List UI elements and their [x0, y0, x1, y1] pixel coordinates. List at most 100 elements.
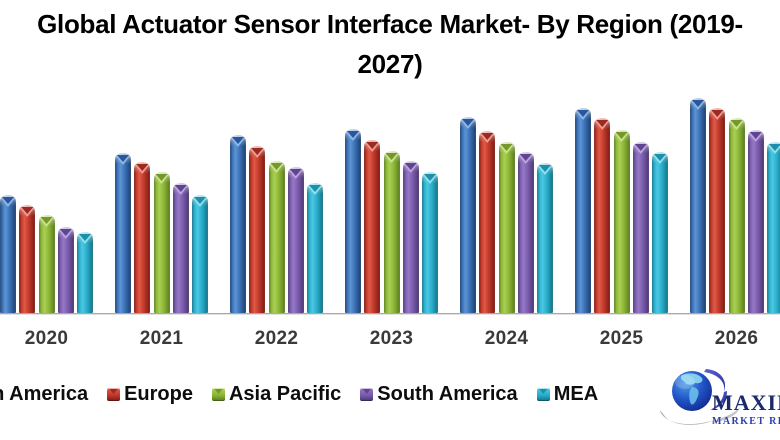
bar-cap-notch-icon: [40, 217, 53, 224]
globe-highlight: [675, 375, 695, 389]
bar-cap-notch-icon: [155, 174, 168, 181]
bar-south-america-2026: [747, 130, 764, 313]
bar-cap-notch-icon: [232, 137, 244, 144]
legend-marker-notch-icon: [539, 389, 548, 394]
logo-swoosh-blue2: [710, 391, 727, 410]
logo-text-market-research: MARKET RESEARCH: [712, 416, 780, 427]
bar-europe-2023: [364, 140, 381, 313]
bar-cap-notch-icon: [577, 110, 589, 117]
bar-cap-notch-icon: [79, 234, 91, 241]
bar-cap-notch-icon: [309, 185, 321, 192]
bar-cap-notch-icon: [404, 163, 417, 170]
bar-group-2026: [690, 98, 780, 313]
bar-cap-notch-icon: [500, 144, 513, 151]
x-axis-label-2024: 2024: [484, 328, 529, 349]
bar-cap-notch-icon: [270, 163, 283, 170]
bar-cap-notch-icon: [634, 144, 647, 151]
legend-label-mea: MEA: [553, 383, 599, 405]
x-axis-label-2020: 2020: [24, 328, 69, 349]
bar-group-2020: [0, 195, 93, 313]
x-axis-label-2023: 2023: [369, 328, 414, 349]
bar-cap-notch-icon: [519, 154, 532, 161]
bar-cap-notch-icon: [711, 110, 724, 117]
bar-europe-2021: [134, 162, 151, 313]
logo-text-maximize: MAXIMIZE: [712, 390, 780, 415]
bar-cap-notch-icon: [2, 197, 14, 204]
legend-label-north-america: North America: [0, 383, 89, 405]
bar-cap-notch-icon: [21, 207, 34, 214]
bar-cap-notch-icon: [251, 148, 264, 155]
bar-cap-notch-icon: [462, 119, 474, 126]
maximize-logo: MAXIMIZE MARKET RESEARCH: [660, 369, 780, 427]
bar-mea-2022: [307, 183, 323, 313]
legend-item-asia-pacific: Asia Pacific: [211, 383, 342, 406]
bar-europe-2026: [709, 108, 726, 313]
bar-cap-notch-icon: [59, 229, 72, 236]
bar-cap-notch-icon: [136, 164, 149, 171]
bar-cap-notch-icon: [749, 132, 762, 139]
bar-mea-2026: [767, 142, 780, 313]
bar-north-america-2025: [575, 108, 591, 313]
bar-asia-pacific-2024: [498, 142, 515, 313]
bar-europe-2020: [19, 205, 36, 313]
legend-label-south-america: South America: [377, 383, 518, 405]
chart-title: Global Actuator Sensor Interface Market-…: [37, 4, 743, 84]
bar-cap-notch-icon: [596, 120, 609, 127]
bar-cap-notch-icon: [289, 169, 302, 176]
bar-north-america-2021: [115, 153, 131, 313]
bar-asia-pacific-2026: [728, 118, 745, 313]
legend-marker-mea-icon: [536, 388, 550, 401]
bar-group-2024: [460, 117, 553, 313]
bar-group-2022: [230, 135, 323, 313]
legend-marker-notch-icon: [109, 389, 118, 394]
bar-group-2021: [115, 153, 208, 313]
logo-swoosh-blue: [704, 369, 726, 392]
bar-mea-2021: [192, 195, 208, 313]
bar-cap-notch-icon: [615, 132, 628, 139]
x-axis-label-2021: 2021: [139, 328, 184, 349]
legend-item-europe: Europe: [107, 383, 193, 406]
globe-continent-south: [689, 387, 699, 405]
logo-swoosh-gray-tail: [712, 407, 740, 423]
bar-south-america-2025: [632, 142, 649, 313]
x-axis-line: [0, 313, 780, 315]
legend-marker-europe-icon: [107, 388, 121, 401]
bar-south-america-2024: [517, 152, 534, 313]
bar-cap-notch-icon: [174, 185, 187, 192]
bar-mea-2024: [537, 163, 553, 313]
legend-marker-asia-pacific-icon: [211, 388, 225, 401]
bar-cap-notch-icon: [692, 100, 704, 107]
legend: North America Europe Asia Pacific South Ame…: [0, 383, 598, 406]
bar-south-america-2021: [172, 183, 189, 313]
bar-north-america-2026: [690, 98, 706, 313]
globe-continent-north: [680, 373, 703, 385]
bar-south-america-2022: [287, 167, 304, 313]
legend-marker-south-america-icon: [360, 388, 374, 401]
legend-label-europe: Europe: [124, 383, 193, 405]
legend-item-north-america: North America: [0, 383, 88, 406]
bar-asia-pacific-2020: [38, 215, 55, 313]
bar-mea-2025: [652, 152, 668, 313]
bar-cap-notch-icon: [117, 155, 129, 162]
bar-asia-pacific-2022: [268, 161, 285, 313]
bar-asia-pacific-2021: [153, 172, 170, 313]
bar-north-america-2024: [460, 117, 476, 313]
plot-area: [0, 98, 780, 313]
bar-cap-notch-icon: [424, 174, 436, 181]
chart-title-line2: 2027): [357, 49, 423, 79]
x-axis-label-2026: 2026: [714, 328, 759, 349]
bar-cap-notch-icon: [194, 197, 206, 204]
legend-marker-notch-icon: [214, 389, 223, 394]
legend-label-asia-pacific: Asia Pacific: [228, 383, 342, 405]
bar-europe-2025: [594, 118, 611, 313]
bar-group-2025: [575, 108, 668, 313]
bar-europe-2022: [249, 146, 266, 313]
legend-marker-notch-icon: [362, 389, 371, 394]
bar-cap-notch-icon: [385, 153, 398, 160]
legend-item-mea: MEA: [536, 383, 599, 406]
bar-south-america-2023: [402, 161, 419, 313]
x-axis-label-2022: 2022: [254, 328, 299, 349]
x-axis-label-2025: 2025: [599, 328, 644, 349]
bar-europe-2024: [479, 131, 496, 313]
